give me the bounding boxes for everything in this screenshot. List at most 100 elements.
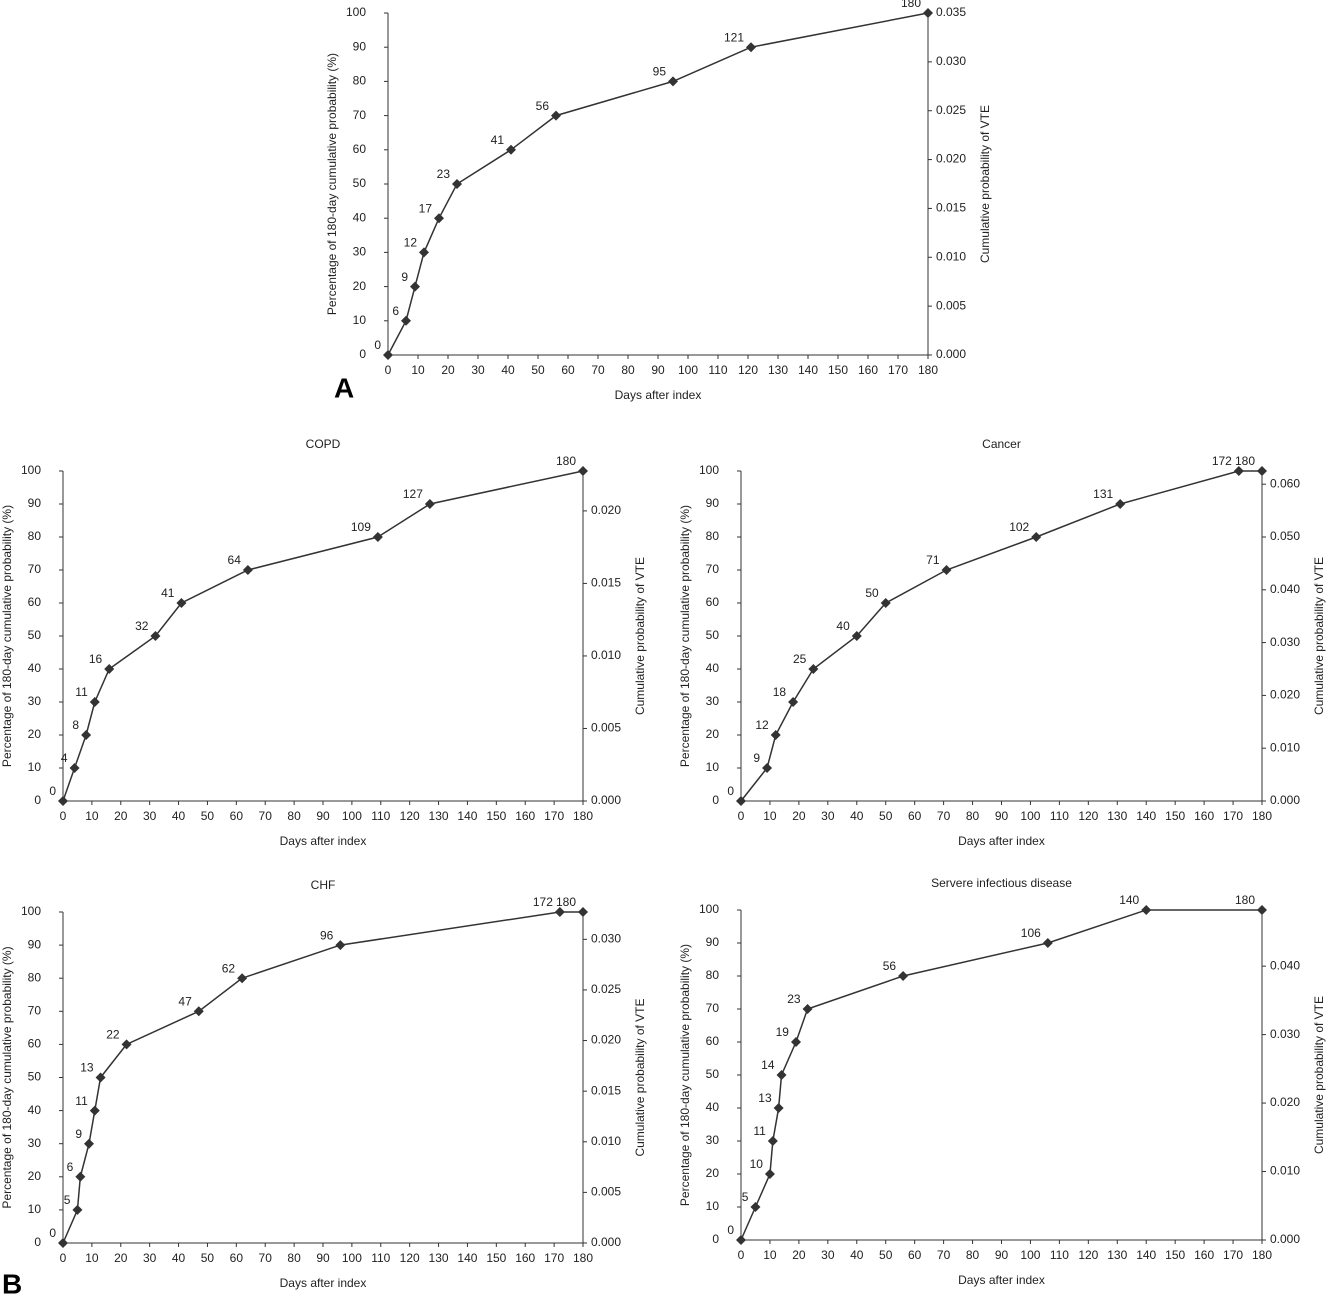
data-point <box>335 940 346 951</box>
data-point <box>58 1238 68 1248</box>
data-line <box>62 470 584 802</box>
x-tick-label: 10 <box>85 809 99 823</box>
x-tick-label: 120 <box>1078 809 1098 823</box>
data-point <box>372 532 383 542</box>
data-label: 11 <box>75 685 88 699</box>
data-point <box>1257 466 1267 476</box>
chart-title: Cancer <box>982 437 1021 451</box>
x-tick-label: 30 <box>143 809 157 823</box>
y-axis-label: Percentage of 180-day cumulative probabi… <box>678 944 692 1206</box>
x-tick-label: 140 <box>1136 1248 1156 1262</box>
x-tick-label: 150 <box>1165 1248 1185 1262</box>
y-tick-label: 90 <box>706 496 720 510</box>
x-tick-label: 160 <box>515 809 535 823</box>
y-tick-label: 40 <box>28 1103 42 1117</box>
data-label: 64 <box>228 553 242 567</box>
y-tick-label: 50 <box>706 1067 720 1081</box>
data-line <box>62 911 583 1244</box>
y-tick-label: 80 <box>706 968 720 982</box>
data-label: 180 <box>556 454 576 468</box>
x-tick-label: 180 <box>1252 1248 1272 1262</box>
y-tick-label: 100 <box>699 902 719 916</box>
x-tick-label: 10 <box>411 363 425 377</box>
y2-tick-label: 0.020 <box>591 503 621 517</box>
data-point <box>851 631 862 641</box>
x-axis-label: Days after index <box>958 834 1045 848</box>
y-tick-label: 70 <box>28 562 42 576</box>
data-label: 121 <box>724 30 744 44</box>
data-point <box>401 315 411 326</box>
x-tick-label: 110 <box>371 809 390 823</box>
x-tick-label: 150 <box>486 809 506 823</box>
data-point <box>923 8 933 18</box>
data-label: 22 <box>106 1028 120 1042</box>
data-point <box>551 110 561 121</box>
y2-axis-label: Cumulative probability of VTE <box>1312 996 1326 1154</box>
x-tick-label: 130 <box>768 363 788 377</box>
y-tick-label: 0 <box>359 347 366 361</box>
y-tick-label: 20 <box>28 727 42 741</box>
y2-tick-label: 0.025 <box>936 103 966 117</box>
data-label: 11 <box>75 1094 88 1108</box>
data-label: 13 <box>80 1061 94 1075</box>
x-tick-label: 50 <box>531 363 545 377</box>
data-label: 32 <box>135 619 149 633</box>
data-label: 56 <box>536 99 550 113</box>
x-tick-label: 0 <box>738 1248 745 1262</box>
y-tick-label: 40 <box>706 1100 720 1114</box>
y-tick-label: 90 <box>28 496 42 510</box>
y-tick-label: 40 <box>353 210 367 224</box>
x-tick-label: 170 <box>544 809 564 823</box>
y-tick-label: 40 <box>706 661 720 675</box>
y-tick-label: 30 <box>28 1136 42 1150</box>
y2-tick-label: 0.030 <box>1270 635 1300 649</box>
y-tick-label: 90 <box>353 39 367 53</box>
x-tick-label: 180 <box>573 1251 593 1265</box>
x-tick-label: 170 <box>1223 809 1243 823</box>
x-tick-label: 90 <box>316 809 330 823</box>
x-tick-label: 150 <box>486 1251 506 1265</box>
data-label: 180 <box>1235 893 1255 907</box>
chart-title: Servere infectious disease <box>931 876 1072 890</box>
y2-tick-label: 0.020 <box>1270 1095 1300 1109</box>
y-axis-label: Percentage of 180-day cumulative probabi… <box>678 505 692 767</box>
y-tick-label: 80 <box>28 970 42 984</box>
data-label: 0 <box>727 784 734 798</box>
x-tick-label: 120 <box>400 809 420 823</box>
x-tick-label: 100 <box>342 1251 362 1265</box>
data-label: 180 <box>556 895 576 909</box>
y-tick-label: 60 <box>353 142 367 156</box>
x-tick-label: 100 <box>1020 1248 1040 1262</box>
x-axis-label: Days after index <box>615 388 702 402</box>
data-point <box>773 1103 784 1113</box>
data-label: 41 <box>491 133 505 147</box>
data-point <box>770 730 781 740</box>
y2-tick-label: 0.010 <box>591 648 621 662</box>
data-point <box>746 42 756 53</box>
data-label: 6 <box>67 1160 74 1174</box>
x-tick-label: 100 <box>678 363 698 377</box>
y2-tick-label: 0.020 <box>1270 688 1300 702</box>
data-label: 23 <box>787 992 801 1006</box>
data-point <box>750 1202 761 1212</box>
data-label: 19 <box>776 1025 790 1039</box>
y-tick-label: 50 <box>28 628 42 642</box>
y2-tick-label: 0.030 <box>1270 1027 1300 1041</box>
data-label: 140 <box>1119 893 1139 907</box>
y-tick-label: 50 <box>28 1070 42 1084</box>
x-tick-label: 70 <box>937 809 951 823</box>
x-tick-label: 50 <box>201 1251 215 1265</box>
x-tick-label: 60 <box>908 1248 922 1262</box>
data-point <box>176 598 187 608</box>
x-tick-label: 0 <box>738 809 745 823</box>
chart-title: COPD <box>306 437 341 451</box>
data-point <box>434 213 444 224</box>
x-tick-label: 30 <box>821 1248 835 1262</box>
data-label: 25 <box>793 652 807 666</box>
y-tick-label: 30 <box>706 1133 720 1147</box>
x-tick-label: 40 <box>172 809 186 823</box>
x-axis-label: Days after index <box>280 1276 367 1290</box>
y-tick-label: 0 <box>712 1232 719 1246</box>
data-point <box>578 466 588 476</box>
